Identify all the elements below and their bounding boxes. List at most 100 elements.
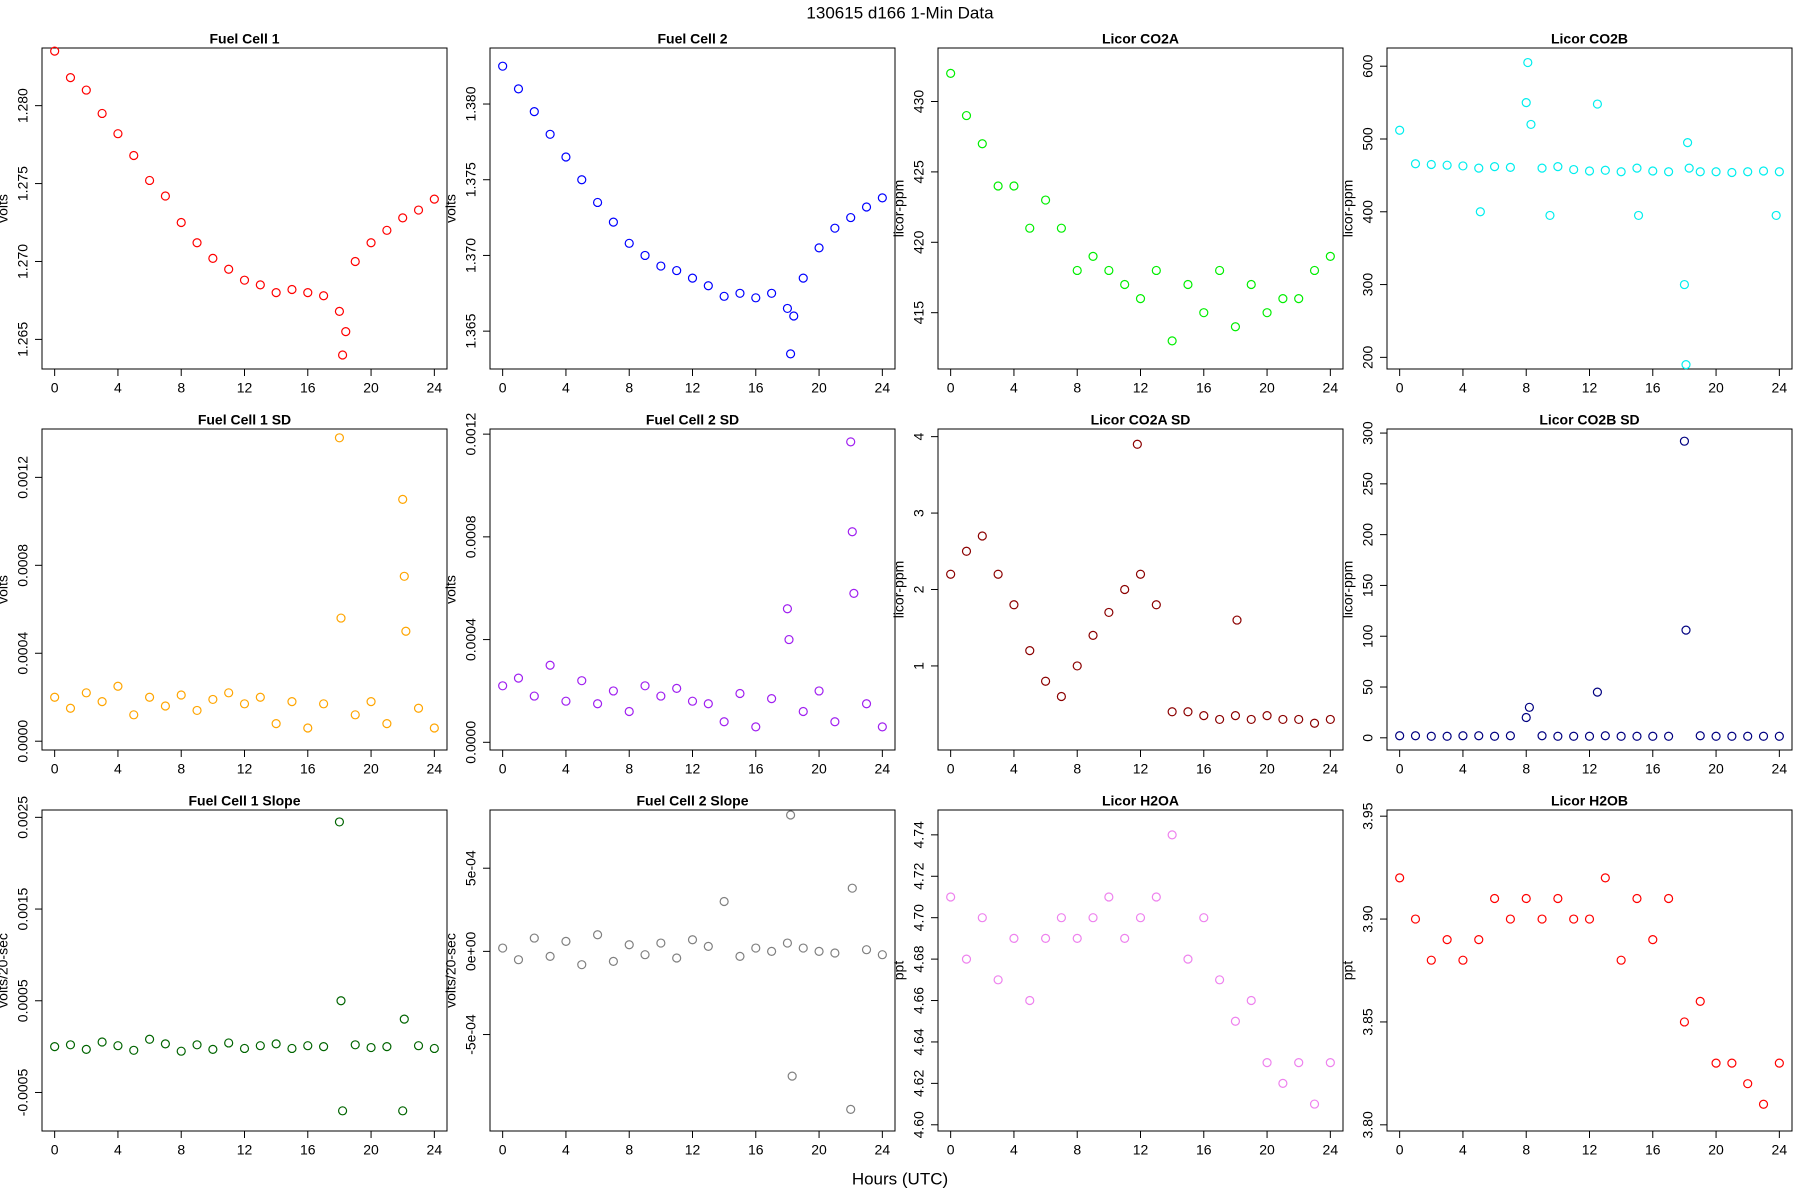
point (239, 1043, 250, 1054)
point (1632, 893, 1642, 904)
y-tick-label: 0.0012 (463, 413, 479, 456)
point (1521, 893, 1531, 904)
point (160, 1039, 170, 1049)
point (814, 946, 824, 956)
y-tick-label: 4.72 (911, 862, 927, 889)
point (1426, 955, 1436, 965)
point (1679, 1017, 1690, 1027)
point (1695, 731, 1705, 741)
point (224, 264, 234, 274)
point (1681, 625, 1691, 635)
x-tick-label: 16 (1196, 380, 1212, 396)
y-tick-label: 1.265 (15, 322, 31, 357)
x-tick-label: 24 (1772, 761, 1788, 777)
point (382, 719, 392, 729)
point (1524, 702, 1534, 712)
point (319, 291, 329, 301)
point (239, 699, 250, 709)
point (814, 243, 824, 253)
point (624, 238, 634, 248)
point (1600, 165, 1610, 175)
x-tick-label: 8 (177, 1142, 185, 1158)
point (1025, 995, 1035, 1006)
point (767, 694, 777, 704)
point (529, 933, 539, 943)
panel-title: Licor CO2A (1102, 31, 1179, 47)
x-tick-label: 0 (1396, 761, 1404, 777)
panel-title: Fuel Cell 1 Slope (188, 793, 300, 809)
point (1230, 1016, 1241, 1026)
point (1458, 955, 1468, 965)
point (1681, 360, 1691, 370)
point (993, 569, 1003, 579)
y-tick-label: 420 (911, 230, 927, 254)
point (239, 275, 250, 285)
x-tick-label: 24 (1772, 1142, 1788, 1158)
point (1743, 1079, 1753, 1089)
point (334, 306, 345, 316)
x-tick-label: 20 (1708, 1142, 1724, 1158)
point (1505, 162, 1515, 172)
point (640, 950, 650, 960)
point (1442, 935, 1452, 945)
point (1262, 308, 1272, 318)
point (1679, 279, 1690, 290)
point (1569, 164, 1579, 175)
point (1774, 167, 1784, 177)
point (81, 1044, 91, 1054)
y-tick-label: 3.90 (1360, 905, 1376, 932)
x-tick-label: 12 (1133, 380, 1149, 396)
point (1215, 975, 1225, 985)
point (1325, 714, 1335, 725)
point (577, 960, 587, 970)
point (350, 1040, 360, 1050)
point (1682, 138, 1693, 148)
point (1309, 718, 1320, 728)
y-tick-label: 3.95 (1360, 802, 1376, 829)
y-tick-label: 3.85 (1360, 1008, 1376, 1035)
y-tick-label: 4.64 (911, 1028, 927, 1055)
point (1410, 731, 1421, 741)
point (336, 613, 346, 623)
point (977, 531, 987, 541)
x-tick-label: 16 (748, 380, 764, 396)
point (192, 238, 202, 248)
point (192, 1040, 202, 1050)
point (1167, 830, 1177, 840)
y-tick-label: 3 (911, 509, 927, 517)
point (877, 722, 887, 732)
x-tick-label: 0 (51, 380, 59, 396)
y-tick-label: 250 (1360, 472, 1376, 496)
point (861, 699, 872, 709)
y-tick-label: 1 (911, 662, 927, 670)
x-tick-label: 4 (114, 1142, 122, 1158)
x-tick-label: 20 (811, 380, 827, 396)
x-tick-label: 4 (1010, 380, 1018, 396)
point (545, 129, 555, 139)
point (529, 106, 539, 117)
point (1151, 265, 1161, 276)
y-tick-label: 200 (1360, 523, 1376, 547)
point (1325, 251, 1335, 261)
y-tick-label: 0.0012 (15, 456, 31, 499)
y-tick-label: 0.0025 (15, 796, 31, 839)
y-tick-label: 430 (911, 90, 927, 114)
point (1537, 163, 1547, 173)
point (1592, 687, 1603, 697)
point (784, 634, 794, 645)
x-tick-label: 8 (1073, 1142, 1081, 1158)
point (1711, 167, 1721, 177)
point (513, 955, 524, 965)
point (798, 943, 808, 953)
point (703, 699, 713, 709)
x-tick-label: 8 (1522, 761, 1530, 777)
x-tick-label: 8 (1073, 380, 1081, 396)
panel-title: Licor CO2B (1551, 31, 1628, 47)
point (498, 681, 508, 691)
point (176, 1046, 186, 1056)
point (350, 710, 360, 720)
point (1040, 676, 1051, 686)
x-tick-label: 4 (1010, 761, 1018, 777)
point (1135, 913, 1146, 923)
x-tick-label: 16 (1645, 761, 1661, 777)
